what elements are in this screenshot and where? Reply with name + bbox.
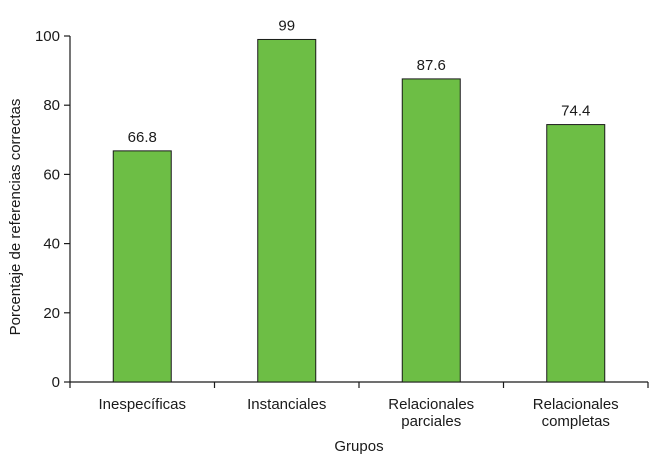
- category-label: Relacionales completas: [533, 396, 619, 430]
- y-tick-label: 60: [43, 166, 60, 183]
- bar: [546, 124, 606, 383]
- data-label: 99: [278, 17, 295, 34]
- bar: [257, 38, 317, 383]
- category-label: Instanciales: [247, 396, 326, 413]
- data-label: 87.6: [417, 57, 446, 74]
- y-tick-label: 20: [43, 305, 60, 322]
- category-label: Relacionales parciales: [388, 396, 474, 430]
- bar: [401, 78, 461, 383]
- y-tick-label: 0: [52, 374, 60, 391]
- y-tick-label: 80: [43, 97, 60, 114]
- y-tick-label: 40: [43, 236, 60, 253]
- x-axis-title: Grupos: [334, 438, 383, 455]
- y-tick-label: 100: [35, 28, 60, 45]
- category-label: Inespecíficas: [98, 396, 186, 413]
- bar: [112, 150, 172, 383]
- x-axis: Inespecíficas Instanciales Relacionales par…: [69, 381, 649, 430]
- y-axis: 0 20 40 60 80 100: [35, 28, 71, 391]
- data-label: 74.4: [561, 103, 590, 120]
- data-label: 66.8: [128, 129, 157, 146]
- data-labels: 66.8 99 87.6 74.4: [128, 17, 591, 145]
- y-axis-title: Porcentaje de referencias correctas: [7, 99, 24, 336]
- bars: [112, 38, 606, 383]
